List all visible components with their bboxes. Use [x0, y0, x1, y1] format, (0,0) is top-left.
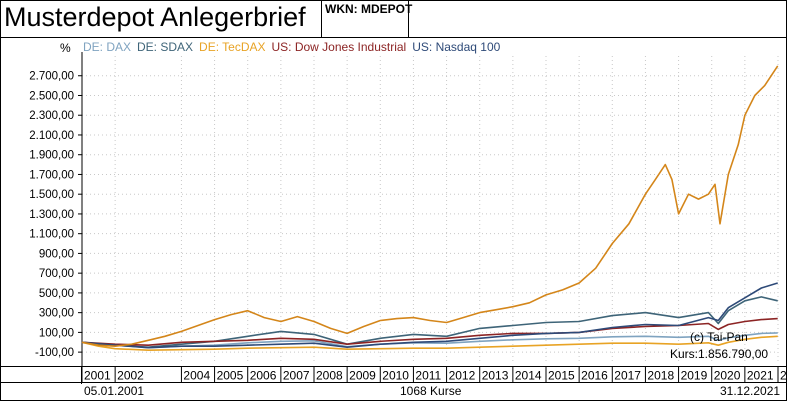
y-tick-label: 1.700,00 [29, 169, 74, 181]
x-tick-label: 2002 [117, 369, 144, 383]
x-tick-label: 2007 [283, 369, 310, 383]
x-tick-label: 2008 [316, 369, 343, 383]
x-tick-label: 2021 [747, 369, 774, 383]
x-axis: 2001 2002 2004 2005 2006 2007 2008 2009 2010 2011… [81, 367, 787, 383]
x-axis-row: 2001 2002 2004 2005 2006 2007 2008 2009 2010 2011… [0, 366, 787, 384]
legend: DE: DAX DE: SDAX DE: TecDAX US: Dow Jones I… [83, 40, 506, 54]
y-tick-label: 1.500,00 [29, 189, 74, 201]
x-tick-label: 2005 [217, 369, 244, 383]
y-tick-label: 2.300,00 [29, 110, 74, 122]
x-tick-label: 2015 [548, 369, 575, 383]
x-tick-label: 2014 [515, 369, 542, 383]
x-tick-label: 2009 [349, 369, 376, 383]
series-line [81, 282, 778, 349]
y-tick-label: 1.100,00 [29, 229, 74, 241]
legend-entry: DE: SDAX [137, 40, 194, 54]
x-tick-label: 2001 [84, 369, 111, 383]
y-tick-label: 300,00 [39, 308, 74, 320]
y-axis-unit: % [60, 41, 71, 55]
wkn-cell: WKN: MDEPOT [322, 0, 413, 38]
y-tick-label: 500,00 [39, 288, 74, 300]
x-tick-label: 2018 [647, 369, 674, 383]
legend-entry: DE: TecDAX [199, 40, 266, 54]
x-tick-label: 2004 [183, 369, 210, 383]
series-line [81, 317, 778, 347]
legend-entry: US: Dow Jones Industrial [271, 40, 407, 54]
legend-entry: US: Nasdaq 100 [412, 40, 501, 54]
y-tick-label: 900,00 [39, 248, 74, 260]
x-tick-label: 2013 [482, 369, 509, 383]
wkn-label: WKN: MDEPOT [325, 2, 413, 16]
copyright-annotation: (c) Tai-Pan [690, 330, 748, 344]
series-line [81, 65, 779, 348]
y-tick-label: 2.700,00 [29, 71, 74, 83]
footer-row: 05.01.2001 1068 Kurse 31.12.2021 [0, 383, 787, 401]
end-date: 31.12.2021 [720, 384, 781, 398]
y-tick-label: 1.300,00 [29, 209, 74, 221]
x-tick-label: 2010 [382, 369, 409, 383]
series-line [81, 332, 778, 349]
y-tick-label: 1.900,00 [29, 150, 74, 162]
price-annotation: Kurs:1.856.790,00 [670, 347, 769, 361]
chart-title: Musterdepot Anlegerbrief [4, 2, 306, 32]
series-line [81, 335, 778, 352]
legend-entry: DE: DAX [83, 40, 132, 54]
y-tick-label: 100,00 [39, 327, 74, 339]
x-tick-label: 2006 [250, 369, 277, 383]
x-tick-label: 2019 [681, 369, 708, 383]
y-tick-label: 700,00 [39, 268, 74, 280]
y-tick-label: 2.500,00 [29, 90, 74, 102]
title-cell: Musterdepot Anlegerbrief [0, 0, 322, 38]
y-tick-label: 2.100,00 [29, 130, 74, 142]
x-tick-label: 2011 [415, 369, 441, 383]
header-empty-cell [409, 0, 787, 38]
start-date: 05.01.2001 [84, 384, 145, 398]
x-tick-label: 2017 [614, 369, 641, 383]
quote-count: 1068 Kurse [400, 384, 462, 398]
x-tick-label: 2020 [714, 369, 741, 383]
x-tick-label: 2012 [449, 369, 476, 383]
x-tick-label: 2016 [581, 369, 608, 383]
y-tick-label: -100,00 [35, 347, 74, 359]
line-chart: -100,00 100,00 300,00 500,00 700,00 900,00 1.1… [29, 52, 779, 366]
series-line [81, 296, 778, 349]
chart-area: -100,00 100,00 300,00 500,00 700,00 900,00 1.1… [0, 38, 787, 366]
x-tick-label: 202 [780, 369, 787, 383]
